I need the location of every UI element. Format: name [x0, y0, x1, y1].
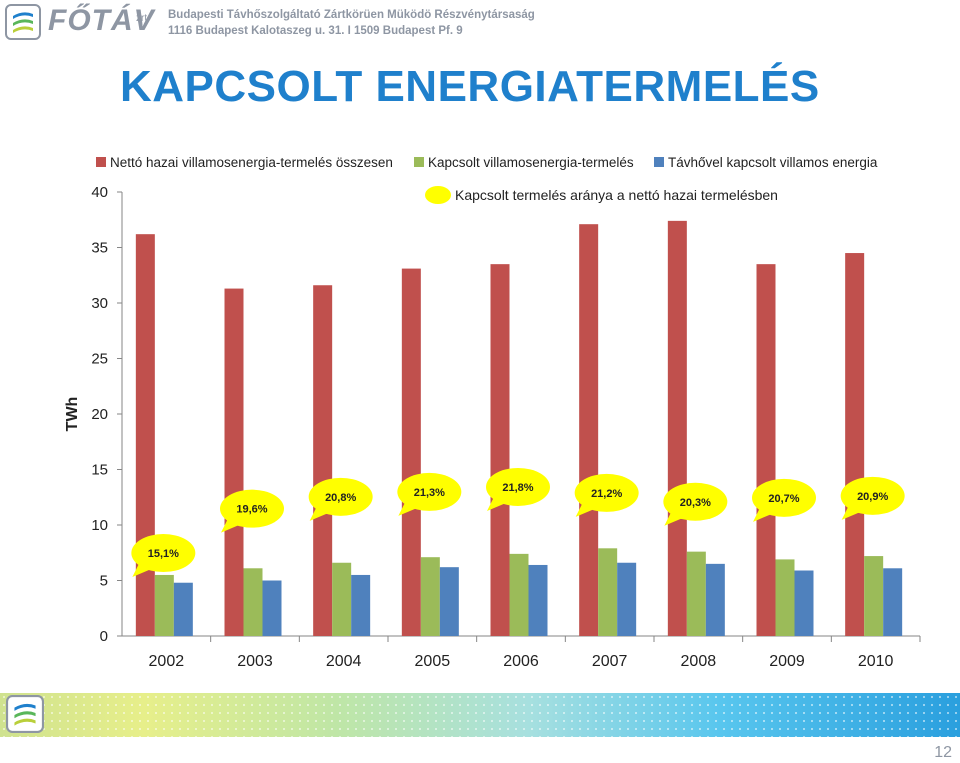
- ratio-bubble-tail: [398, 501, 418, 516]
- ratio-bubble: [486, 467, 550, 506]
- fotav-logo-icon: [5, 4, 41, 40]
- bar-2: [243, 568, 263, 636]
- bar-3: [439, 567, 459, 636]
- x-tick-label: 2006: [503, 653, 539, 670]
- bar-1: [224, 288, 244, 636]
- bar-1: [490, 264, 510, 636]
- legend-label-2: Kapcsolt villamosenergia-termelés: [428, 155, 634, 170]
- footer-logo-icon: [6, 695, 44, 733]
- bar-1: [845, 253, 865, 637]
- x-tick-label: 2007: [592, 653, 628, 670]
- legend-bubble-swatch: [425, 186, 451, 204]
- ratio-label: 20,7%: [768, 493, 799, 505]
- y-tick-label: 30: [91, 295, 108, 312]
- x-tick-label: 2010: [858, 653, 894, 670]
- ratio-bubble-tail: [841, 505, 861, 520]
- bar-2: [864, 556, 884, 636]
- bar-1: [579, 224, 599, 636]
- header: FŐTÁV zrt Budapesti Távhőszolgáltató Zár…: [0, 0, 960, 46]
- footer-pattern: [0, 693, 960, 737]
- y-tick-label: 20: [91, 406, 108, 423]
- y-tick-label: 15: [91, 462, 108, 479]
- ratio-label: 21,3%: [414, 487, 445, 499]
- ratio-bubble-tail: [753, 507, 772, 522]
- x-tick-label: 2003: [237, 653, 273, 670]
- x-tick-label: 2009: [769, 653, 805, 670]
- bar-2: [775, 559, 795, 636]
- bar-3: [351, 574, 371, 636]
- ratio-bubble: [397, 472, 462, 511]
- legend-label-ratio: Kapcsolt termelés aránya a nettó hazai t…: [455, 187, 778, 203]
- ratio-bubble: [663, 482, 728, 521]
- y-tick-label: 35: [91, 240, 108, 257]
- page-number: 12: [934, 744, 952, 761]
- legend-label-1: Nettó hazai villamosenergia-termelés öss…: [110, 155, 393, 170]
- ratio-bubble: [752, 478, 816, 517]
- energy-chart: 0 5 10 15 20 25 30 35 40 TWh 2002 2003 2004 2005 2006 2…: [64, 155, 921, 670]
- x-tick-label: 2004: [326, 653, 362, 670]
- ratio-bubble-tail: [221, 518, 240, 533]
- bar-3: [883, 568, 903, 636]
- y-tick-label: 10: [91, 517, 108, 534]
- page-title: KAPCSOLT ENERGIATERMELÉS: [120, 62, 820, 111]
- x-tick-label: 2002: [149, 653, 185, 670]
- ratio-bubble: [220, 489, 284, 528]
- legend-swatch-3: [654, 157, 664, 167]
- bar-2: [509, 553, 529, 636]
- ratio-label: 20,3%: [680, 497, 711, 509]
- ratio-label: 21,8%: [502, 482, 533, 494]
- bar-2: [686, 551, 706, 636]
- bar-2: [598, 548, 618, 636]
- y-tick-label: 25: [91, 351, 108, 368]
- bar-1: [756, 264, 776, 636]
- brand-name: FŐTÁV: [48, 4, 155, 37]
- ratio-bubble-tail: [309, 506, 329, 521]
- legend-swatch-2: [414, 157, 424, 167]
- ratio-bubble-tail: [664, 511, 684, 526]
- bar-3: [173, 582, 193, 636]
- x-tick-label: 2008: [681, 653, 717, 670]
- bar-2: [420, 557, 440, 636]
- ratio-bubble: [840, 476, 905, 515]
- ratio-label: 19,6%: [236, 504, 267, 516]
- ratio-bubble-tail: [487, 496, 506, 511]
- legend-swatch-1: [96, 157, 106, 167]
- ratio-label: 20,8%: [325, 492, 356, 504]
- bar-2: [154, 574, 174, 636]
- bar-3: [705, 563, 725, 636]
- bar-3: [262, 580, 282, 636]
- y-axis-label: TWh: [64, 397, 81, 432]
- y-tick-label: 40: [91, 184, 108, 201]
- ratio-label: 20,9%: [857, 491, 888, 503]
- bar-1: [401, 268, 421, 636]
- ratio-bubble: [574, 473, 639, 512]
- bar-1: [313, 285, 333, 636]
- y-tick-label: 5: [100, 573, 108, 590]
- bar-1: [667, 220, 687, 637]
- ratio-label: 21,2%: [591, 488, 622, 500]
- ratio-bubble: [308, 477, 373, 516]
- y-tick-label: 0: [100, 628, 108, 645]
- company-name: Budapesti Távhőszolgáltató Zártkörüen Mü…: [168, 9, 535, 21]
- bar-1: [135, 234, 155, 636]
- ratio-bubble: [131, 534, 196, 573]
- company-address: 1116 Budapest Kalotaszeg u. 31. I 1509 B…: [168, 25, 463, 37]
- ratio-bubble-tail: [132, 563, 152, 578]
- bar-3: [528, 564, 548, 636]
- brand-suffix: zrt: [136, 13, 148, 24]
- ratio-bubble-tail: [575, 502, 595, 517]
- ratio-label: 15,1%: [148, 548, 179, 560]
- bar-2: [332, 562, 352, 636]
- x-tick-label: 2005: [415, 653, 451, 670]
- bar-3: [617, 562, 637, 636]
- legend-label-3: Távhővel kapcsolt villamos energia: [668, 155, 878, 170]
- bar-3: [794, 570, 814, 636]
